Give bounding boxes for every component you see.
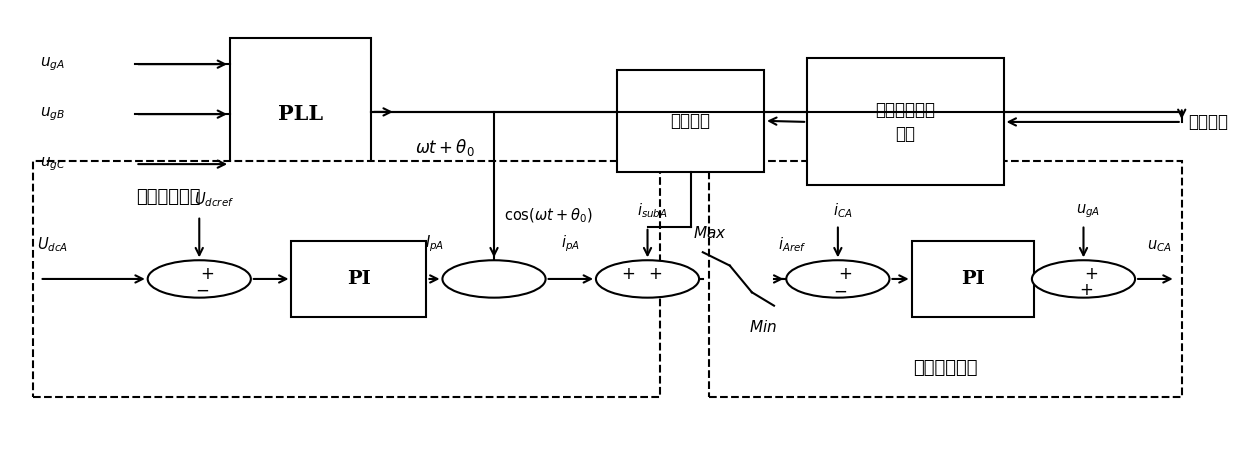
Circle shape: [1032, 260, 1135, 298]
Text: 输入信号: 输入信号: [1188, 113, 1228, 131]
Text: PLL: PLL: [278, 104, 324, 124]
Text: $i_{CA}$: $i_{CA}$: [833, 202, 853, 220]
Text: 直流电压控制: 直流电压控制: [136, 188, 201, 206]
Text: $U_{dcA}$: $U_{dcA}$: [37, 236, 68, 254]
Text: $+$: $+$: [1079, 281, 1092, 299]
Text: $Min$: $Min$: [749, 319, 777, 335]
Text: PI: PI: [961, 270, 985, 288]
Text: $+$: $+$: [647, 266, 662, 284]
Text: $u_{gB}$: $u_{gB}$: [40, 106, 64, 123]
Bar: [616, 69, 764, 172]
Bar: [229, 38, 371, 190]
Text: $-$: $-$: [833, 281, 847, 299]
Text: PI: PI: [347, 270, 371, 288]
Text: $U_{dcref}$: $U_{dcref}$: [193, 190, 234, 209]
Bar: [807, 59, 1003, 185]
Text: $i_{Aref}$: $i_{Aref}$: [777, 236, 806, 254]
Text: $i_{pA}$: $i_{pA}$: [562, 234, 580, 254]
Circle shape: [596, 260, 699, 298]
Text: $+$: $+$: [621, 266, 635, 284]
Bar: [33, 161, 660, 397]
Text: $+$: $+$: [838, 266, 852, 284]
Text: $Max$: $Max$: [693, 225, 727, 241]
Text: $-$: $-$: [195, 281, 208, 298]
Text: $I_{pA}$: $I_{pA}$: [425, 234, 444, 254]
Circle shape: [786, 260, 889, 298]
Text: $u_{gA}$: $u_{gA}$: [40, 55, 64, 73]
Circle shape: [443, 260, 546, 298]
Text: $+$: $+$: [1084, 266, 1097, 284]
Text: $u_{gA}$: $u_{gA}$: [1076, 202, 1100, 220]
Bar: [911, 241, 1034, 317]
Text: $\omega t+\theta_0$: $\omega t+\theta_0$: [415, 137, 475, 158]
Bar: [291, 241, 427, 317]
Text: $i_{subA}$: $i_{subA}$: [637, 202, 668, 220]
Text: 阻尼控制: 阻尼控制: [671, 112, 711, 130]
Text: $+$: $+$: [200, 266, 213, 283]
Text: $u_{gC}$: $u_{gC}$: [40, 155, 66, 173]
Circle shape: [148, 260, 250, 298]
Text: 电流内环控制: 电流内环控制: [913, 359, 977, 377]
Bar: [709, 161, 1182, 397]
Text: $\cos(\omega t+\theta_0)$: $\cos(\omega t+\theta_0)$: [503, 206, 593, 225]
Text: 振荡模态信号
提取: 振荡模态信号 提取: [875, 101, 935, 143]
Text: $u_{CA}$: $u_{CA}$: [1147, 239, 1172, 254]
